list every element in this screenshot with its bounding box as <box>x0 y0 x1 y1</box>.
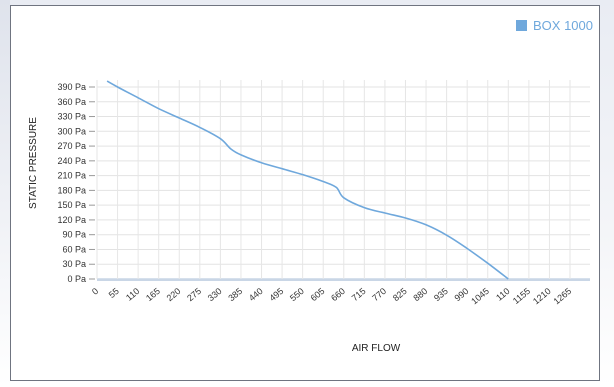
left-edge-decoration <box>0 0 10 387</box>
x-tick-label: 935 <box>432 286 450 303</box>
series-line-box-1000 <box>106 80 509 280</box>
x-tick-label: 1045 <box>469 286 491 307</box>
x-tick-label: 1210 <box>531 286 553 307</box>
x-tick-label: 990 <box>453 286 471 303</box>
legend-swatch-box-1000 <box>516 20 527 31</box>
legend-label-box-1000: BOX 1000 <box>533 18 593 33</box>
y-tick-label: 180 Pa <box>57 185 86 195</box>
x-tick-label: 0 <box>90 286 100 297</box>
x-tick-label: 715 <box>350 286 368 303</box>
y-tick-label: 150 Pa <box>57 200 86 210</box>
x-tick-label: 110 <box>494 286 511 303</box>
y-tick-label: 270 Pa <box>57 141 86 151</box>
x-tick-label: 825 <box>391 286 409 303</box>
x-tick-label: 385 <box>226 286 244 303</box>
x-tick-label: 880 <box>411 286 429 303</box>
y-tick-label: 390 Pa <box>57 82 86 92</box>
x-tick-label: 110 <box>124 286 141 303</box>
y-tick-labels: 0 Pa 30 Pa 60 Pa 90 Pa 120 Pa 150 Pa 180 Pa 210… <box>57 82 86 284</box>
y-tick-label: 360 Pa <box>57 97 86 107</box>
y-tick-label: 0 Pa <box>67 274 86 284</box>
x-tick-label: 660 <box>329 286 347 303</box>
legend[interactable]: BOX 1000 <box>516 18 593 33</box>
x-tick-label: 55 <box>107 286 121 300</box>
x-tick-label: 330 <box>206 286 224 303</box>
y-tick-label: 330 Pa <box>57 112 86 122</box>
y-tick-label: 240 Pa <box>57 156 86 166</box>
y-tick-label: 60 Pa <box>62 244 86 254</box>
x-tick-label: 1265 <box>552 286 574 307</box>
x-tick-label: 770 <box>370 286 388 303</box>
y-tick-label: 300 Pa <box>57 126 86 136</box>
axes <box>89 86 590 281</box>
x-tick-label: 550 <box>288 286 306 303</box>
y-tick-label: 120 Pa <box>57 215 86 225</box>
y-tick-label: 210 Pa <box>57 171 86 181</box>
x-tick-label: 275 <box>185 286 203 303</box>
x-tick-label: 605 <box>309 286 327 303</box>
y-axis-title: STATIC PRESSURE <box>28 117 39 209</box>
x-tick-label: 165 <box>144 286 162 303</box>
x-axis-title: AIR FLOW <box>352 343 401 354</box>
y-tick-label: 30 Pa <box>62 259 86 269</box>
y-tick-label: 90 Pa <box>62 230 86 240</box>
grid-lines <box>96 80 590 280</box>
x-tick-label: 220 <box>165 286 183 303</box>
x-tick-label: 1155 <box>511 286 532 306</box>
chart-frame <box>10 5 600 381</box>
x-tick-label: 440 <box>247 286 265 303</box>
series-lines <box>106 80 509 280</box>
x-tick-label: 495 <box>267 286 285 303</box>
x-tick-labels: 0 55 110 165 220 275 330 385 440 495 550 605 660 715 7… <box>90 286 573 307</box>
